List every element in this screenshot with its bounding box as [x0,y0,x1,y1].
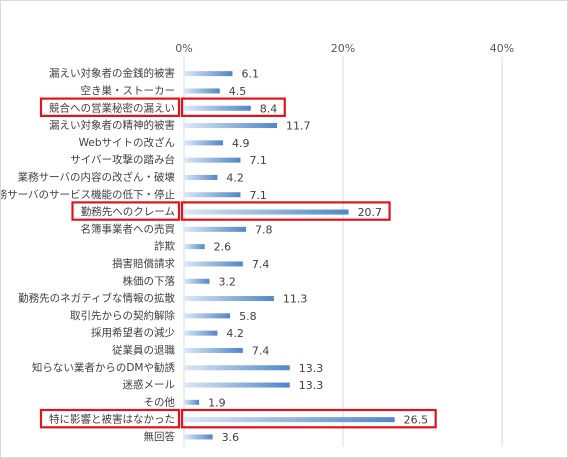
category-label: その他 [144,395,176,408]
bar [184,330,218,336]
bar [184,226,247,232]
bar [184,88,220,94]
bar [184,209,349,215]
value-label: 5.8 [239,310,256,323]
bar [184,399,200,405]
category-label: 業務サーバのサービス機能の低下・停止 [1,188,175,201]
category-label: 無回答 [144,430,176,443]
value-label: 7.4 [252,258,270,271]
category-label: Webサイトの改ざん [79,136,175,149]
category-label: 勤務先のネガティブな情報の拡散 [18,292,175,305]
highlight-box-bar [180,97,286,117]
value-label: 4.5 [229,85,247,98]
value-label: 20.7 [358,206,383,219]
value-label: 1.9 [208,396,226,409]
category-label: 損害賠償請求 [112,257,175,270]
value-label: 7.1 [249,189,267,202]
value-label: 7.4 [252,344,270,357]
x-tick-label: 20% [331,42,355,55]
category-label: 取引先からの契約解除 [70,309,175,322]
category-label: 従業員の退職 [112,343,175,356]
bar [184,365,290,371]
category-label: 漏えい対象者の精神的被害 [49,119,175,132]
category-label: 詐欺 [154,240,175,253]
value-label: 8.4 [260,102,278,115]
bar [184,140,223,146]
value-label: 11.7 [286,120,311,133]
bar [184,192,241,198]
bar [184,382,290,388]
highlight-box-label [39,408,181,429]
category-label: 特に影響と被害はなかった [49,413,175,426]
bar [184,123,278,129]
highlight-box-bar [180,201,391,221]
bar [184,71,233,77]
value-label: 2.6 [214,241,232,254]
highlight-box-label [71,201,181,221]
value-label: 7.1 [249,154,267,167]
value-label: 7.8 [255,223,273,236]
value-label: 26.5 [404,414,429,427]
category-label: 迷惑メール [123,378,176,391]
bar [184,174,218,180]
value-label: 13.3 [299,379,324,392]
bar [184,347,243,353]
bar [184,417,395,423]
category-label: 空き巣・ストーカー [81,84,176,97]
highlight-box-label [39,97,181,117]
category-label: 採用希望者の減少 [91,326,175,339]
x-tick-label: 0% [175,42,192,55]
x-tick-label: 40% [490,42,514,55]
bar [184,105,251,111]
category-label: 名簿事業者への売買 [81,222,176,235]
value-label: 4.2 [226,171,244,184]
category-label: 勤務先へのクレーム [81,205,175,218]
value-label: 4.9 [232,137,250,150]
category-label: 競合への営業秘密の漏えい [49,101,175,114]
value-label: 4.2 [226,327,244,340]
category-label: 知らない業者からのDMや勧誘 [32,361,176,374]
bar [184,244,205,250]
bar [184,313,231,319]
bar [184,296,274,302]
value-label: 3.2 [218,275,236,288]
value-label: 6.1 [241,68,259,81]
category-label: 株価の下落 [123,274,176,287]
category-label: 漏えい対象者の金銭的被害 [49,67,175,80]
bar [184,278,210,284]
bar [184,434,213,440]
value-label: 3.6 [222,431,240,444]
highlight-box-bar [180,408,437,429]
category-label: サイバー攻撃の踏み台 [70,153,175,166]
category-label: 業務サーバの内容の改ざん・破壊 [18,170,176,183]
bar [184,261,243,267]
value-label: 13.3 [299,362,324,375]
bar [184,157,241,163]
value-label: 11.3 [283,293,308,306]
